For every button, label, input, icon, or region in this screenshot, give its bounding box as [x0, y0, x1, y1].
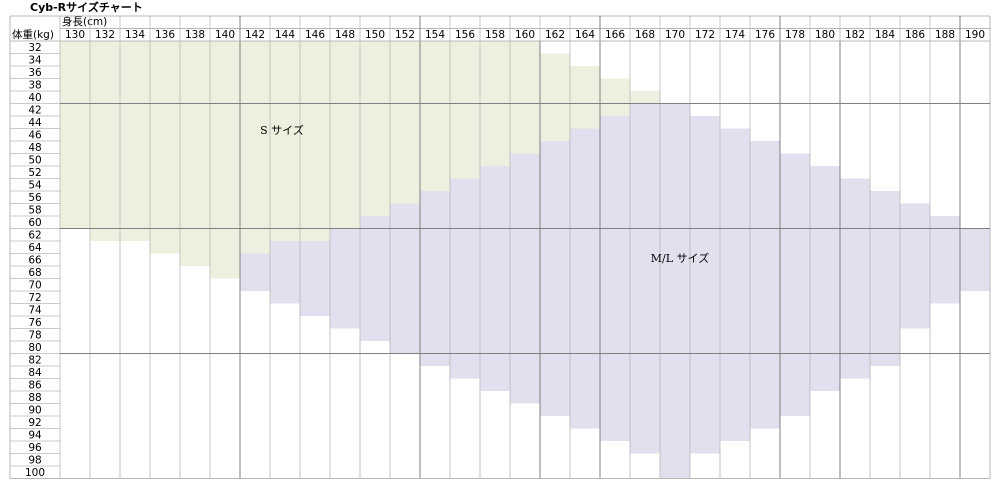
height-tick-label: 162	[545, 29, 565, 41]
weight-tick-label: 86	[28, 379, 42, 391]
region-label: S サイズ	[260, 123, 304, 137]
weight-tick-label: 64	[28, 242, 42, 254]
height-tick-label: 142	[245, 29, 265, 41]
weight-tick-label: 80	[28, 342, 41, 354]
height-tick-label: 190	[965, 29, 985, 41]
height-tick-label: 146	[305, 29, 325, 41]
size-cell	[240, 266, 990, 279]
height-tick-label: 160	[515, 29, 535, 41]
height-tick-label: 186	[905, 29, 925, 41]
size-cell	[630, 441, 720, 454]
weight-tick-label: 94	[28, 429, 42, 441]
size-cell	[60, 53, 570, 66]
size-cell	[390, 341, 900, 354]
weight-tick-label: 92	[28, 417, 41, 429]
height-tick-label: 166	[605, 29, 625, 41]
height-tick-label: 182	[845, 29, 865, 41]
height-tick-label: 154	[425, 29, 445, 41]
height-tick-label: 158	[485, 29, 505, 41]
size-cell	[240, 253, 990, 266]
weight-tick-label: 82	[28, 354, 41, 366]
weight-tick-label: 54	[28, 179, 42, 191]
height-tick-label: 148	[335, 29, 355, 41]
height-tick-label: 152	[395, 29, 415, 41]
height-tick-label: 134	[125, 29, 145, 41]
height-tick-label: 172	[695, 29, 715, 41]
weight-tick-label: 42	[28, 104, 41, 116]
size-cell	[60, 103, 630, 116]
height-tick-label: 184	[875, 29, 895, 41]
size-cell	[660, 466, 690, 479]
weight-tick-label: 88	[28, 392, 41, 404]
height-tick-label: 164	[575, 29, 595, 41]
size-cell	[60, 128, 570, 141]
weight-tick-label: 76	[28, 317, 42, 329]
size-cell	[300, 303, 930, 316]
height-tick-label: 174	[725, 29, 745, 41]
weight-tick-label: 58	[28, 204, 41, 216]
height-tick-label: 180	[815, 29, 835, 41]
height-tick-label: 132	[95, 29, 115, 41]
weight-tick-label: 36	[28, 67, 42, 79]
weight-tick-label: 98	[28, 454, 41, 466]
height-tick-label: 188	[935, 29, 955, 41]
weight-tick-label: 72	[28, 292, 41, 304]
weight-tick-label: 96	[28, 442, 42, 454]
height-tick-label: 156	[455, 29, 475, 41]
weight-tick-label: 66	[28, 254, 42, 266]
height-tick-label: 168	[635, 29, 655, 41]
weight-tick-label: 50	[28, 154, 41, 166]
weight-tick-label: 60	[28, 217, 41, 229]
weight-tick-label: 32	[28, 42, 41, 54]
weight-tick-label: 56	[28, 192, 42, 204]
weight-tick-label: 34	[28, 54, 42, 66]
height-tick-label: 144	[275, 29, 295, 41]
size-cell	[60, 178, 450, 191]
size-cell	[60, 153, 510, 166]
height-tick-label: 170	[665, 29, 685, 41]
size-cell	[660, 453, 690, 466]
height-label: 身長(cm)	[62, 15, 107, 28]
weight-label: 体重(kg)	[12, 28, 54, 41]
weight-tick-label: 100	[25, 467, 45, 479]
weight-tick-label: 78	[28, 329, 41, 341]
height-tick-label: 136	[155, 29, 175, 41]
size-cell	[60, 203, 390, 216]
height-tick-label: 150	[365, 29, 385, 41]
height-tick-label: 176	[755, 29, 775, 41]
weight-tick-label: 38	[28, 79, 41, 91]
weight-tick-label: 40	[28, 92, 41, 104]
weight-tick-label: 52	[28, 167, 41, 179]
weight-tick-label: 74	[28, 304, 42, 316]
weight-tick-label: 84	[28, 367, 42, 379]
weight-tick-label: 70	[28, 279, 41, 291]
size-cell	[570, 416, 780, 429]
weight-tick-label: 48	[28, 142, 41, 154]
region-label: M/L サイズ	[651, 251, 709, 265]
size-cell	[540, 403, 810, 416]
size-cell	[60, 78, 630, 91]
size-cell	[600, 428, 750, 441]
height-tick-label: 130	[65, 29, 85, 41]
size-cell	[270, 291, 960, 304]
size-cell	[240, 278, 990, 291]
weight-tick-label: 90	[28, 404, 41, 416]
height-tick-label: 178	[785, 29, 805, 41]
weight-tick-label: 46	[28, 129, 42, 141]
size-cell	[210, 266, 240, 279]
weight-tick-label: 44	[28, 117, 42, 129]
weight-tick-label: 68	[28, 267, 41, 279]
title: Cyb-Rサイズチャート	[30, 0, 143, 14]
height-tick-label: 140	[215, 29, 235, 41]
height-tick-label: 138	[185, 29, 205, 41]
weight-tick-label: 62	[28, 229, 41, 241]
